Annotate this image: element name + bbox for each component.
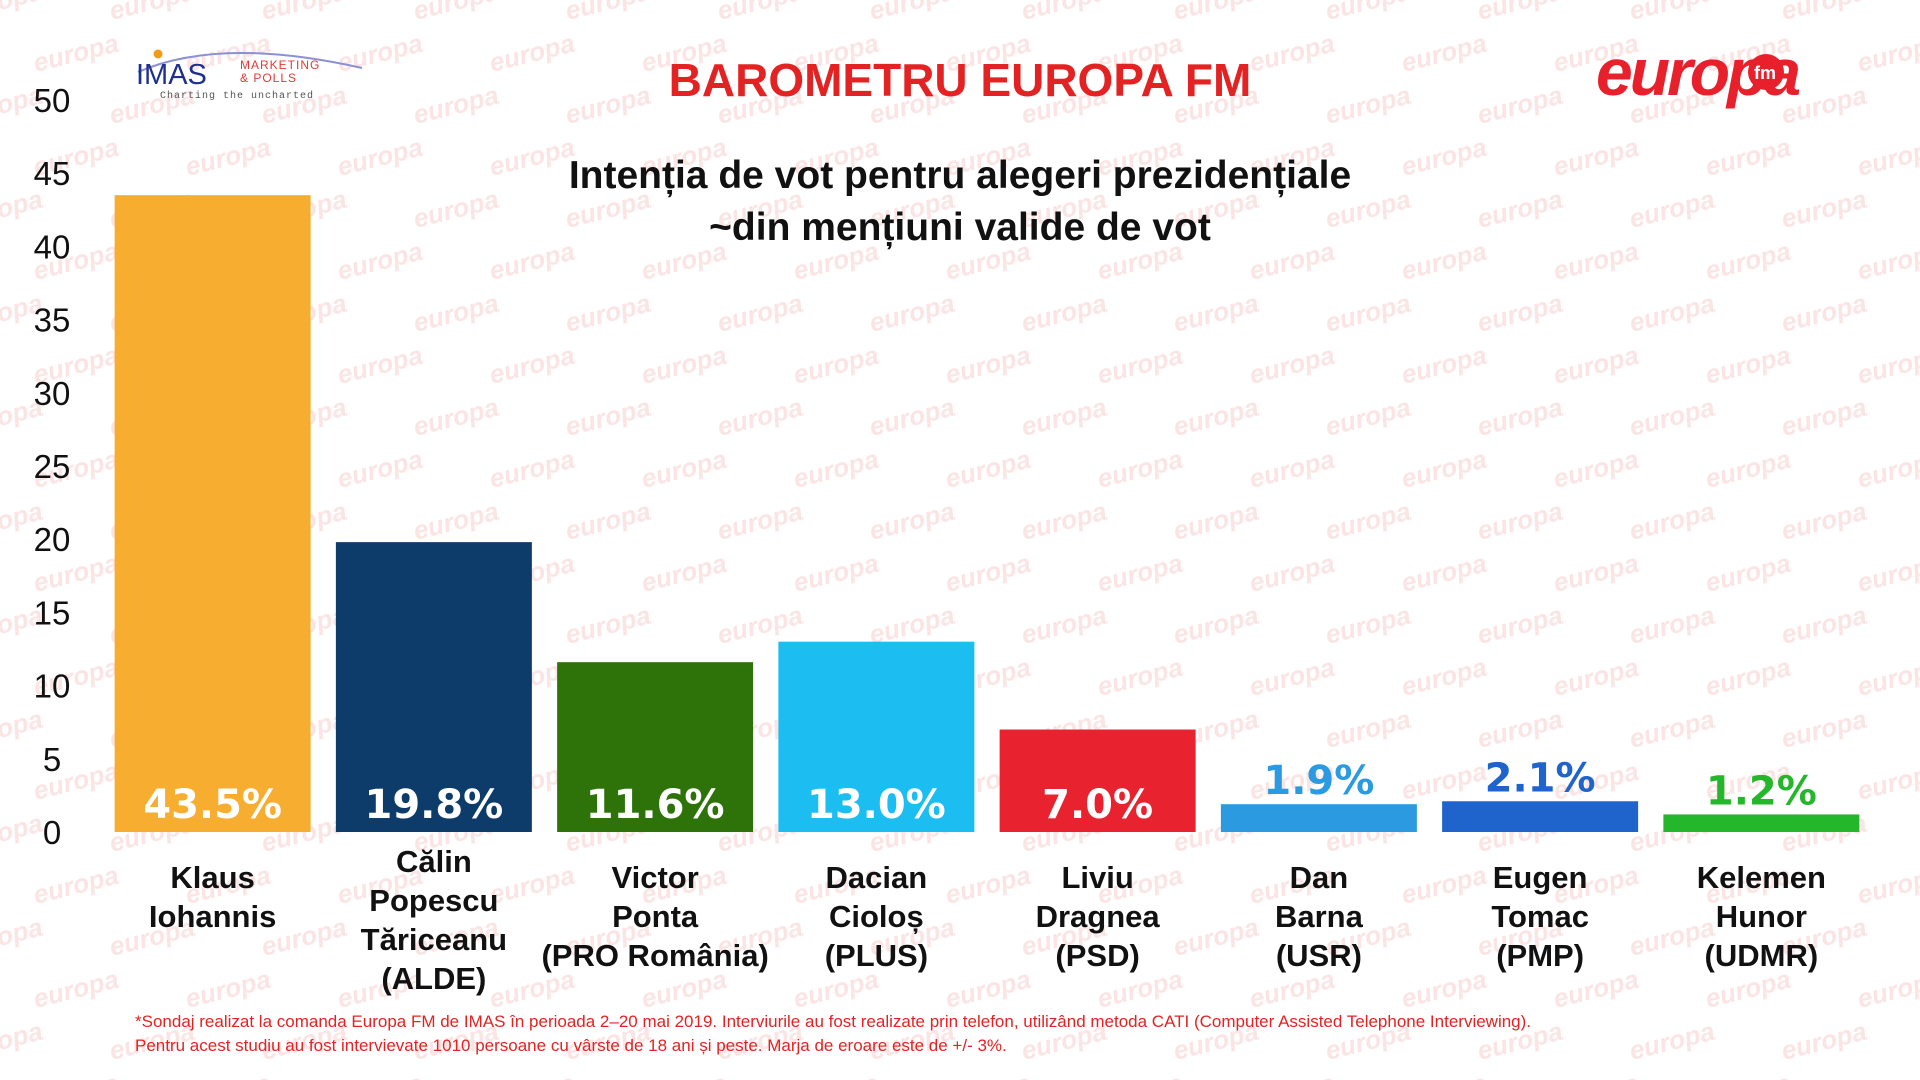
- footnote-line2: Pentru acest studiu au fost intervievate…: [135, 1036, 1007, 1055]
- x-category-label: Dan: [1290, 860, 1349, 895]
- x-category-label: Victor: [611, 860, 698, 895]
- x-category-label: Călin: [396, 844, 472, 879]
- x-category-label: Klaus: [170, 860, 254, 895]
- bar-value-label: 43.5%: [143, 782, 282, 828]
- bar-value-label: 13.0%: [807, 782, 946, 828]
- bar: [1663, 814, 1860, 832]
- x-category-label: (PLUS): [825, 938, 928, 973]
- y-tick-label: 35: [34, 302, 71, 339]
- x-category-label: Cioloș: [829, 899, 924, 934]
- x-category-label: Dragnea: [1036, 899, 1161, 934]
- x-category-label: Eugen: [1493, 860, 1588, 895]
- y-tick-label: 40: [34, 228, 71, 265]
- y-tick-label: 30: [34, 375, 71, 412]
- x-category-label: Ponta: [612, 899, 699, 934]
- x-category-label: (ALDE): [381, 961, 486, 996]
- imas-logo-sub2: & POLLS: [240, 71, 297, 85]
- x-category-label: Liviu: [1061, 860, 1133, 895]
- x-category-label: Hunor: [1716, 899, 1807, 934]
- y-tick-label: 20: [34, 521, 71, 558]
- imas-logo-sub1: MARKETING: [240, 58, 320, 72]
- x-category-label: Barna: [1275, 899, 1364, 934]
- chart-main-title: BAROMETRU EUROPA FM: [669, 54, 1252, 106]
- bar-value-label: 11.6%: [586, 782, 725, 828]
- x-category-label: Dacian: [826, 860, 928, 895]
- bar: [1442, 801, 1639, 832]
- bars: 43.5% 19.8% 11.6% 13.0% 7.0% 1.9% 2.1% 1.2%: [114, 195, 1860, 832]
- bar: [557, 662, 754, 832]
- x-category-label: (PSD): [1055, 938, 1139, 973]
- bar: [1220, 804, 1417, 832]
- europa-fm-logo: europa fm: [1596, 35, 1802, 109]
- x-category-label: Popescu: [369, 883, 498, 918]
- y-tick-label: 45: [34, 155, 71, 192]
- x-category-label: Iohannis: [149, 899, 276, 934]
- x-category-label: (PMP): [1496, 938, 1584, 973]
- bar-value-label: 2.1%: [1485, 755, 1596, 801]
- x-category-label: (UDMR): [1705, 938, 1819, 973]
- europa-fm-logo-fm: fm: [1754, 63, 1776, 83]
- bar: [335, 542, 532, 832]
- imas-logo-name: IMAS: [136, 59, 207, 91]
- bar-value-label: 19.8%: [364, 782, 503, 828]
- x-category-label: Tomac: [1491, 899, 1589, 934]
- x-axis-labels: Klaus Iohannis Călin Popescu Tăriceanu (ALDE)…: [149, 844, 1826, 996]
- y-tick-label: 0: [43, 814, 61, 851]
- chart-subtitle-line2: ~din mențiuni valide de vot: [709, 206, 1211, 249]
- bar-value-label: 1.9%: [1263, 758, 1374, 804]
- bar-value-label: 7.0%: [1042, 782, 1153, 828]
- y-tick-label: 10: [34, 668, 71, 705]
- x-category-label: (USR): [1276, 938, 1362, 973]
- bar: [999, 729, 1196, 832]
- y-tick-label: 25: [34, 448, 71, 485]
- y-axis: 0 5 10 15 20 25 30 35 40 45 50: [34, 82, 71, 851]
- y-tick-label: 5: [43, 741, 61, 778]
- x-category-label: (PRO România): [541, 938, 768, 973]
- chart-subtitle-line1: Intenția de vot pentru alegeri prezidenț…: [569, 154, 1351, 197]
- bar-value-label: 1.2%: [1706, 768, 1817, 814]
- bar: [114, 195, 311, 832]
- x-category-label: Kelemen: [1697, 860, 1826, 895]
- bar: [778, 641, 975, 832]
- footnote-line1: *Sondaj realizat la comanda Europa FM de…: [135, 1012, 1532, 1031]
- imas-logo-tagline: Charting the uncharted: [160, 90, 314, 102]
- imas-logo: IMAS MARKETING & POLLS Charting the unch…: [136, 49, 363, 102]
- y-tick-label: 15: [34, 594, 71, 631]
- y-tick-label: 50: [34, 82, 71, 119]
- x-category-label: Tăriceanu: [361, 922, 507, 957]
